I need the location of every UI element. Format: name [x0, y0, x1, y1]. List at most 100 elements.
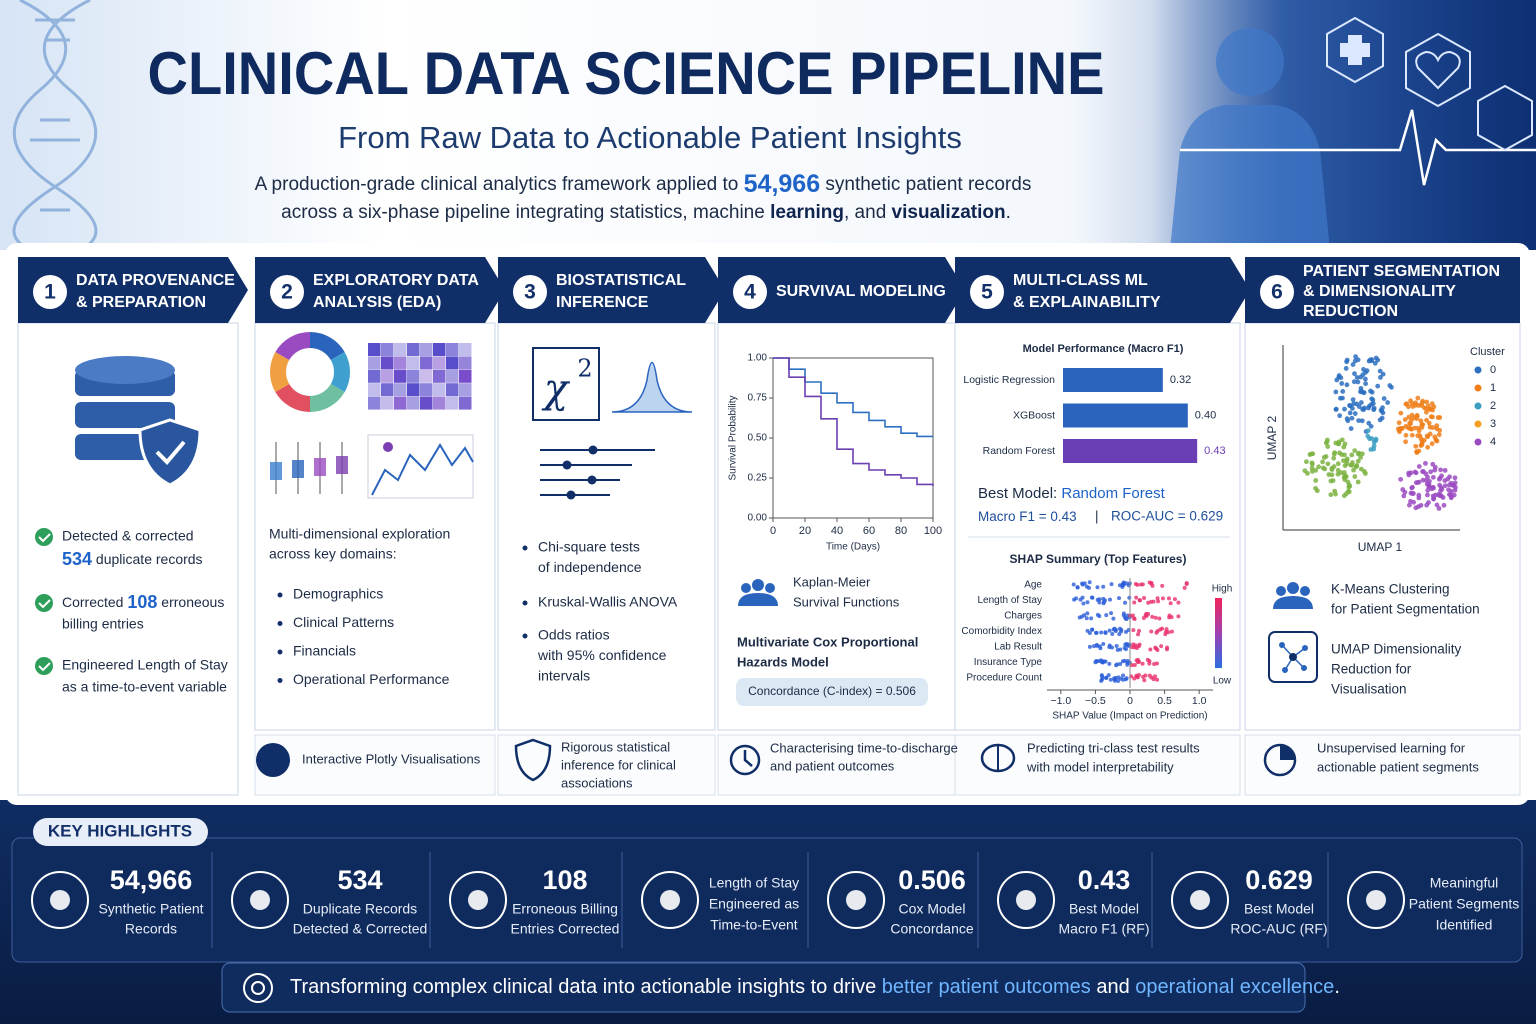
label: Time-to-Event: [710, 917, 798, 933]
label: Operational Performance: [293, 671, 450, 687]
highlight-icon: [31, 871, 89, 929]
phase-title: ANALYSIS (EDA): [313, 294, 441, 311]
shap-dot: [1146, 612, 1151, 617]
human-silhouette: [1170, 28, 1330, 250]
shap-dot: [1167, 615, 1172, 620]
heatmap-cell: [368, 396, 381, 410]
label: Kruskal-Wallis ANOVA: [538, 594, 678, 610]
cluster-point: [1347, 410, 1353, 416]
label: XGBoost: [1013, 409, 1055, 421]
shap-dot: [1117, 596, 1122, 601]
shap-dot: [1140, 582, 1145, 587]
x-tick-label: −0.5: [1085, 695, 1106, 707]
label: Financials: [293, 643, 356, 659]
cluster-point: [1354, 375, 1360, 380]
shap-dot: [1100, 660, 1105, 665]
cluster-point: [1313, 485, 1318, 491]
footer-banner: [221, 962, 1306, 1013]
cluster-point: [1409, 485, 1415, 491]
phase-number: 1: [44, 281, 56, 304]
label: Lab Result: [994, 642, 1042, 653]
shap-dot: [1155, 677, 1160, 682]
heatmap-cell: [407, 369, 420, 383]
cluster-point: [1359, 418, 1365, 424]
phase-title: PATIENT SEGMENTATION: [1303, 263, 1500, 280]
shap-dot: [1120, 659, 1125, 664]
heatmap-cell: [381, 396, 394, 410]
phase-header: [498, 257, 725, 323]
label: Rigorous statistical: [561, 739, 670, 754]
cluster-point: [1368, 402, 1374, 407]
highlight-icon: [449, 871, 507, 929]
db-top: [75, 356, 175, 384]
phase-footer: [497, 734, 716, 796]
x-tick-label: 0: [1127, 695, 1133, 707]
cluster-point: [1355, 379, 1361, 385]
network-node: [1301, 665, 1307, 671]
check: [155, 440, 186, 465]
cluster-point: [1375, 383, 1381, 389]
highlight-icon: [997, 871, 1055, 929]
cluster-point: [1342, 470, 1347, 475]
cluster-point: [1372, 360, 1378, 366]
box: [292, 460, 304, 478]
cluster-point: [1429, 401, 1435, 407]
cluster-point: [1350, 397, 1356, 403]
shap-dot: [1164, 627, 1169, 632]
shap-dot: [1146, 600, 1151, 605]
shap-dot: [1089, 595, 1094, 600]
cluster-point: [1447, 482, 1452, 488]
shap-dot: [1122, 646, 1127, 651]
phase-card: [497, 322, 716, 731]
shap-dot: [1137, 598, 1142, 603]
cluster-point: [1421, 469, 1426, 474]
network-node: [1279, 642, 1285, 648]
shap-dot: [1094, 630, 1099, 635]
cluster-point: [1434, 438, 1440, 444]
cluster-point: [1425, 487, 1431, 493]
label: 54,966: [110, 865, 193, 895]
cluster-point: [1409, 401, 1415, 406]
label: Random Forest: [983, 445, 1055, 457]
heatmap-cell: [407, 356, 420, 370]
label: Meaningful: [1430, 875, 1499, 891]
value-label: 0.40: [1195, 409, 1216, 421]
cluster-point: [1371, 405, 1377, 411]
cluster-point: [1335, 441, 1341, 447]
label: intervals: [538, 668, 590, 684]
phase-number-badge: [513, 275, 547, 309]
cluster-point: [1426, 484, 1432, 489]
shap-dot: [1089, 616, 1094, 621]
shap-dot: [1182, 585, 1187, 590]
cluster-point: [1389, 384, 1394, 390]
shap-dot: [1099, 673, 1104, 678]
highlight-icon: [1347, 871, 1405, 929]
bullet: [522, 600, 528, 606]
phase-number: 6: [1271, 281, 1283, 304]
text-run: across a six-phase pipeline integrating …: [281, 202, 770, 223]
people-icon: [765, 583, 775, 593]
x-tick-label: 60: [863, 525, 875, 537]
cluster-point: [1340, 389, 1346, 394]
description: across a six-phase pipeline integrating …: [281, 202, 1011, 223]
label: inference for clinical: [561, 757, 676, 772]
label: Unsupervised learning for: [1317, 740, 1466, 755]
cluster-point: [1361, 469, 1367, 474]
shap-dot: [1169, 629, 1174, 634]
shap-dot: [1074, 596, 1079, 601]
cluster-point: [1355, 451, 1361, 457]
heatmap-cell: [446, 396, 459, 410]
cluster-point: [1408, 421, 1413, 427]
label: Model Performance (Macro F1): [1023, 343, 1184, 355]
shap-dot: [1155, 661, 1160, 666]
shap-dot: [1153, 615, 1158, 620]
bullet: [522, 545, 528, 551]
cluster-point: [1358, 389, 1363, 395]
network-node: [1302, 645, 1308, 651]
cluster-point: [1407, 426, 1413, 431]
db-layer: [75, 402, 175, 428]
people-icon: [1287, 582, 1299, 594]
shap-dot: [1132, 616, 1137, 621]
cluster-point: [1412, 425, 1418, 431]
label: Detected & corrected: [62, 528, 194, 544]
